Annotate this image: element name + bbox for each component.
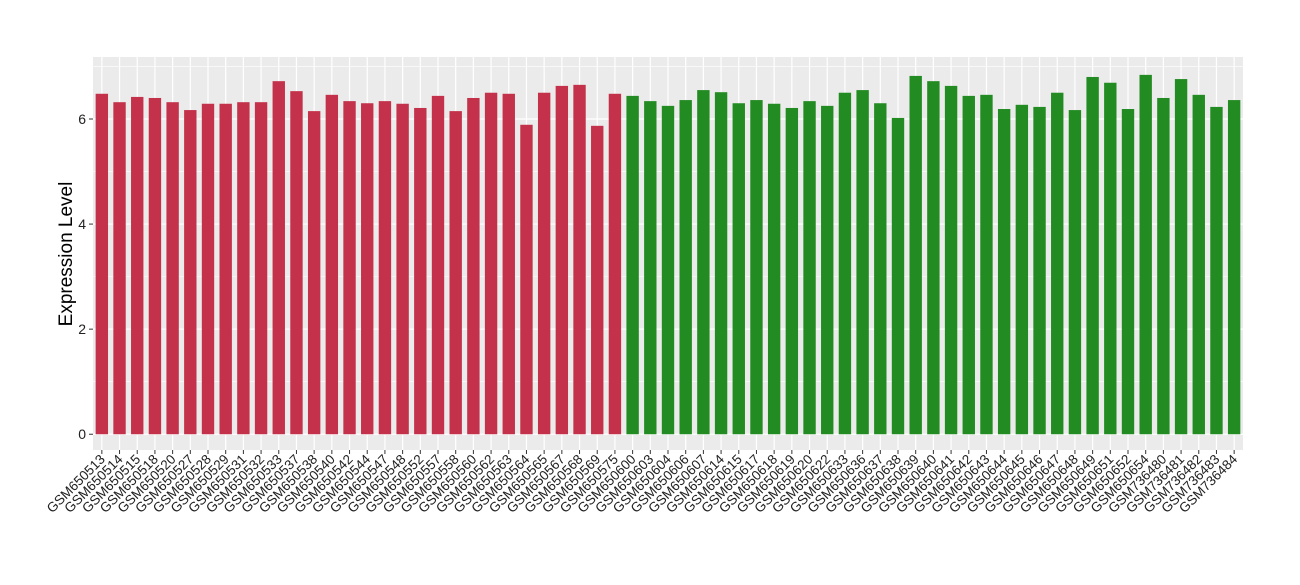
y-tick-label: 6 (78, 111, 86, 127)
bar-GSM650618 (767, 103, 781, 435)
bar-GSM650518 (148, 97, 162, 435)
bar-GSM650563 (502, 93, 515, 435)
bar-GSM650568 (573, 84, 586, 435)
bar-GSM650644 (997, 109, 1011, 435)
bar-GSM650564 (520, 124, 533, 435)
bar-GSM650520 (166, 102, 179, 435)
bar-GSM650607 (697, 90, 710, 435)
bar-GSM736480 (1157, 97, 1170, 435)
bar-GSM650639 (909, 75, 922, 435)
bar-GSM650638 (891, 117, 905, 435)
bar-GSM650529 (219, 103, 232, 435)
bar-GSM650604 (661, 105, 675, 435)
bar-GSM650640 (927, 81, 940, 435)
bar-GSM650648 (1068, 110, 1082, 435)
bar-GSM650537 (290, 91, 303, 435)
bars (95, 74, 1241, 435)
bar-GSM650651 (1104, 82, 1117, 435)
bar-GSM650565 (537, 92, 551, 435)
bar-GSM736484 (1227, 100, 1241, 435)
bar-GSM650567 (555, 85, 569, 435)
bar-GSM650642 (962, 95, 975, 435)
bar-GSM650542 (343, 101, 356, 435)
x-axis: GSM650513GSM650514GSM650515GSM650518GSM6… (44, 450, 1241, 516)
bar-GSM650527 (184, 110, 197, 435)
bar-GSM650557 (431, 95, 445, 435)
bar-GSM650615 (732, 103, 745, 435)
y-tick-label: 2 (78, 321, 86, 337)
bar-GSM650575 (608, 93, 622, 435)
bar-GSM650646 (1033, 106, 1046, 435)
bar-GSM650622 (821, 105, 834, 435)
bar-GSM650654 (1139, 74, 1152, 435)
y-axis-label: Expression Level (56, 182, 77, 327)
bar-GSM650652 (1121, 109, 1135, 435)
bar-GSM650515 (131, 96, 144, 435)
bar-GSM650649 (1086, 76, 1099, 435)
bar-GSM650558 (449, 111, 462, 435)
bar-GSM650514 (113, 102, 126, 435)
bar-GSM650569 (591, 125, 604, 435)
bar-GSM650647 (1051, 92, 1064, 435)
bar-GSM650600 (626, 95, 639, 435)
bar-GSM650606 (679, 100, 692, 435)
bar-GSM650603 (644, 101, 657, 435)
y-tick-label: 4 (78, 216, 86, 232)
bar-GSM736483 (1210, 106, 1223, 435)
bar-GSM650643 (980, 94, 993, 435)
bar-GSM650513 (95, 93, 109, 435)
y-axis: 0 2 4 6 (78, 111, 93, 442)
bar-GSM650560 (467, 97, 480, 435)
bar-GSM650533 (272, 81, 285, 435)
bar-GSM650614 (714, 92, 728, 435)
bar-GSM650532 (254, 102, 268, 435)
bar-GSM650633 (838, 92, 852, 435)
bar-GSM736481 (1174, 79, 1188, 435)
bar-GSM650531 (237, 102, 250, 435)
bar-GSM650641 (944, 85, 958, 435)
bar-GSM650637 (874, 103, 887, 435)
bar-GSM650552 (414, 107, 427, 435)
y-tick-label: 0 (78, 426, 86, 442)
bar-GSM650562 (484, 92, 498, 435)
bar-GSM736482 (1192, 94, 1205, 435)
bar-GSM650544 (361, 103, 374, 435)
bar-GSM650538 (307, 111, 321, 435)
bar-GSM650548 (396, 103, 409, 435)
bar-GSM650617 (750, 100, 763, 435)
bar-GSM650619 (785, 107, 799, 435)
bar-GSM650636 (856, 90, 869, 435)
bar-GSM650540 (325, 94, 339, 435)
bar-GSM650645 (1015, 104, 1029, 435)
bar-GSM650620 (803, 101, 816, 435)
bar-GSM650547 (378, 101, 392, 435)
bar-GSM650528 (201, 103, 215, 435)
